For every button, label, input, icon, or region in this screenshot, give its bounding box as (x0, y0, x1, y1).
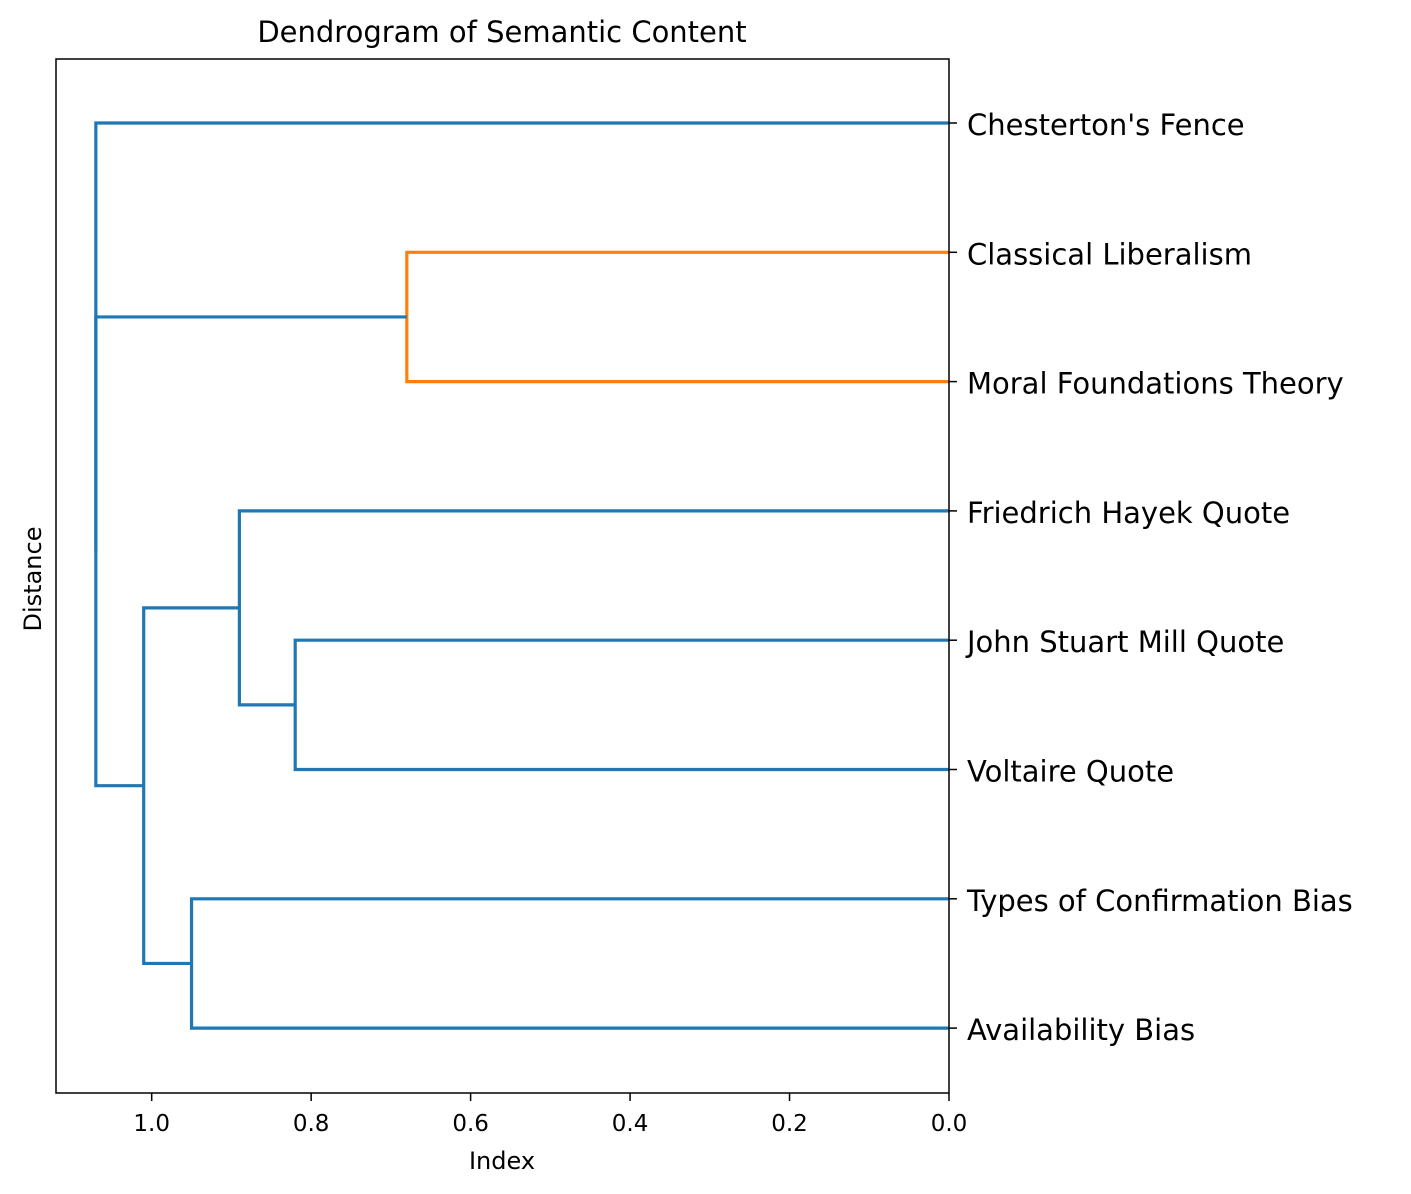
x-tick-label: 0.0 (931, 1111, 968, 1137)
dendrogram-links (94, 121, 949, 1030)
x-tick-label: 0.4 (612, 1111, 649, 1137)
dendrogram-link (405, 250, 949, 384)
x-axis-ticks: 1.0 0.8 0.6 0.4 0.2 0.0 (133, 1093, 967, 1137)
leaf-label: John Stuart Mill Quote (965, 625, 1284, 659)
dendrogram-link (94, 121, 949, 552)
x-axis-label: Index (469, 1147, 535, 1175)
leaf-label: Moral Foundations Theory (967, 367, 1344, 401)
plot-frame (55, 58, 950, 1094)
x-tick-label: 0.6 (452, 1111, 489, 1137)
leaf-label: Voltaire Quote (967, 755, 1174, 789)
leaf-label: Friedrich Hayek Quote (967, 496, 1290, 530)
dendrogram-link (189, 897, 949, 1030)
x-tick-label: 0.2 (771, 1111, 808, 1137)
leaf-label: Types of Confirmation Bias (966, 884, 1353, 918)
y-axis-label: Distance (19, 527, 47, 632)
leaf-label: Chesterton's Fence (967, 108, 1245, 142)
leaf-label: Availability Bias (967, 1013, 1195, 1047)
dendrogram-link (237, 509, 949, 707)
leaf-labels: Chesterton's Fence Classical Liberalism Mo… (949, 108, 1353, 1047)
x-tick-label: 1.0 (133, 1111, 170, 1137)
chart-title: Dendrogram of Semantic Content (257, 15, 746, 49)
leaf-label: Classical Liberalism (967, 237, 1252, 271)
dendrogram-link (293, 638, 949, 772)
x-tick-label: 0.8 (293, 1111, 330, 1137)
